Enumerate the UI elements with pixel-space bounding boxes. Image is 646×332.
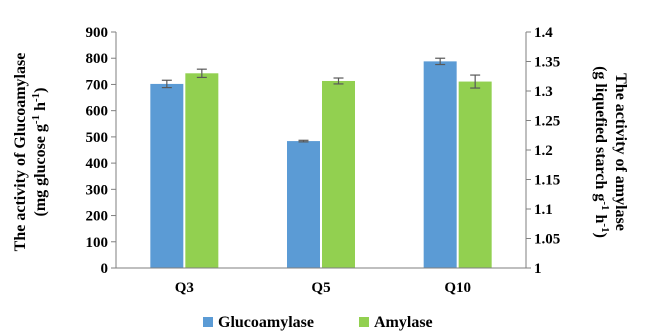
left-tick-label: 800 xyxy=(86,51,109,67)
left-tick-label: 600 xyxy=(86,104,109,120)
left-tick-label: 700 xyxy=(86,77,109,93)
x-tick-label: Q3 xyxy=(175,280,194,296)
x-tick-label: Q5 xyxy=(311,280,330,296)
left-tick-label: 900 xyxy=(86,25,109,41)
right-tick-label: 1.4 xyxy=(534,25,553,41)
right-tick-label: 1.25 xyxy=(534,114,560,130)
bar-glucoamylase xyxy=(287,141,320,268)
bar-amylase xyxy=(322,80,355,268)
right-tick-label: 1 xyxy=(534,261,542,277)
bar-glucoamylase xyxy=(423,61,457,268)
legend: Glucoamylase Amylase xyxy=(203,314,433,331)
left-axis-label: The activity of Glucoamylase (mg glucose … xyxy=(12,53,49,252)
right-axis: 1 1.05 1.1 1.15 1.2 1.25 1.3 1.35 1.4 xyxy=(525,25,560,277)
right-tick-label: 1.15 xyxy=(534,173,560,189)
left-tick-label: 500 xyxy=(86,130,109,146)
axis-label-line1: The activity of amylase xyxy=(612,73,629,231)
legend-label-amylase: Amylase xyxy=(374,314,433,331)
left-tick-label: 100 xyxy=(86,235,109,251)
legend-swatch-amylase xyxy=(359,317,369,327)
left-tick-label: 0 xyxy=(101,261,109,277)
axis-label-line2: (g liquefied starch g-1 h-1) xyxy=(592,66,611,238)
bar-amylase xyxy=(185,73,219,268)
left-tick-label: 400 xyxy=(86,156,109,172)
bar-glucoamylase xyxy=(150,83,184,268)
right-tick-label: 1.3 xyxy=(534,84,553,100)
left-tick-label: 200 xyxy=(86,209,109,225)
right-tick-label: 1.2 xyxy=(534,143,553,159)
right-axis-label: The activity of amylase(g liquefied star… xyxy=(592,66,629,238)
bars xyxy=(150,57,492,268)
bar-amylase xyxy=(458,81,492,268)
right-tick-label: 1.35 xyxy=(534,55,560,71)
axis-label-line1: The activity of Glucoamylase xyxy=(12,53,29,252)
legend-swatch-glucoamylase xyxy=(203,317,213,327)
right-tick-label: 1.1 xyxy=(534,202,553,218)
axis-label-line2: (mg glucose g-1 h-1) xyxy=(30,87,49,216)
x-axis: Q3 Q5 Q10 xyxy=(116,267,526,296)
x-tick-label: Q10 xyxy=(444,280,471,296)
left-axis: 0 100 200 300 400 500 600 700 800 900 xyxy=(86,25,117,277)
legend-label-glucoamylase: Glucoamylase xyxy=(218,314,314,331)
right-tick-label: 1.05 xyxy=(534,232,560,248)
left-tick-label: 300 xyxy=(86,182,109,198)
